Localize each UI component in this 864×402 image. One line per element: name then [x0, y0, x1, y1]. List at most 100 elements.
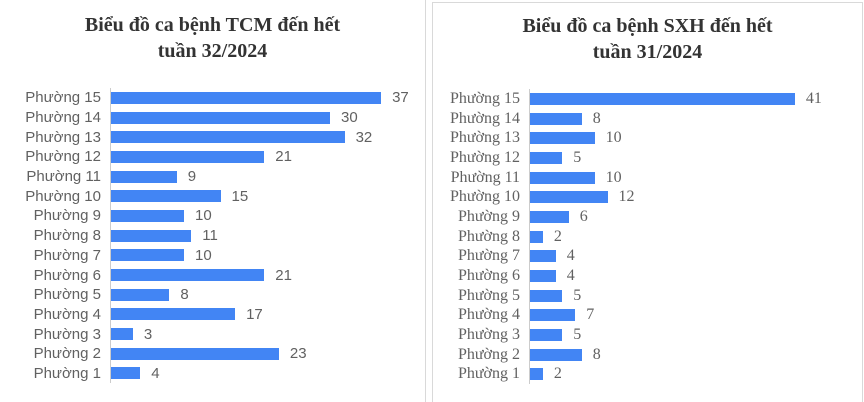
- category-label: Phường 15: [25, 89, 101, 107]
- chart-title-line1: Biểu đồ ca bệnh TCM đến hết: [84, 14, 341, 36]
- bar-row: Phường 14 30: [0, 107, 425, 128]
- bar-row: Phường 2 8: [433, 344, 862, 365]
- bar-row: Phường 12 21: [0, 147, 425, 167]
- value-label: 41: [805, 89, 822, 107]
- bar: [530, 191, 608, 204]
- bar: [530, 92, 795, 105]
- bar: [530, 289, 563, 302]
- value-label: 8: [592, 345, 601, 363]
- bar-row: Phường 8 2: [433, 226, 862, 247]
- category-label: Phường 12: [449, 148, 520, 166]
- value-label: 21: [275, 266, 292, 284]
- bar-row: Phường 12 5: [433, 148, 862, 168]
- bar: [111, 91, 382, 104]
- plot-area: 17: [110, 304, 425, 325]
- category-label: Phường 1: [457, 365, 520, 383]
- category-label: Phường 15: [449, 89, 520, 107]
- bar-row: Phường 14 8: [433, 108, 862, 129]
- value-label: 2: [553, 365, 562, 383]
- category-label: Phường 14: [25, 109, 101, 127]
- value-label: 6: [579, 207, 588, 225]
- value-label: 5: [573, 286, 582, 304]
- value-label: 4: [151, 364, 160, 382]
- plot-area: 15: [110, 186, 425, 207]
- bar: [111, 209, 184, 222]
- chart-title-line2: tuần 32/2024: [157, 40, 268, 62]
- category-label: Phường 6: [33, 266, 101, 284]
- plot-area: 2: [529, 364, 862, 385]
- category-label: Phường 13: [25, 128, 101, 146]
- value-label: 10: [605, 168, 622, 186]
- bar: [530, 329, 563, 342]
- plot-area: 10: [529, 128, 862, 149]
- bar: [530, 309, 576, 322]
- bar-row: Phường 5 8: [0, 284, 425, 305]
- category-label: Phường 9: [457, 207, 520, 225]
- plot-area: 5: [529, 325, 862, 345]
- bar: [530, 250, 556, 263]
- chart-title-line2: tuần 31/2024: [592, 41, 703, 63]
- plot-area: 11: [110, 225, 425, 246]
- category-label: Phường 1: [33, 364, 101, 382]
- chart-title: Biểu đồ ca bệnh TCM đến hết tuần 32/2024: [10, 12, 415, 64]
- bar: [111, 249, 184, 262]
- bar-row: Phường 1 4: [0, 363, 425, 384]
- bar-rows: Phường 15 37 Phường 14 30 Phường 13 32 Phường …: [0, 88, 425, 384]
- plot-area: 12: [529, 187, 862, 208]
- value-label: 5: [573, 326, 582, 344]
- plot-area: 5: [529, 285, 862, 306]
- value-label: 32: [355, 128, 373, 146]
- category-label: Phường 5: [33, 286, 101, 304]
- bar-row: Phường 6 21: [0, 265, 425, 285]
- category-label: Phường 8: [33, 227, 101, 245]
- bar: [111, 367, 141, 380]
- value-label: 17: [246, 305, 263, 323]
- plot-area: 30: [110, 107, 425, 128]
- plot-area: 21: [110, 147, 425, 167]
- value-label: 37: [392, 89, 409, 107]
- bar: [530, 112, 582, 125]
- value-label: 10: [195, 246, 212, 264]
- value-label: 8: [592, 109, 601, 127]
- plot-area: 10: [110, 206, 425, 226]
- bar: [111, 308, 236, 321]
- bar: [111, 150, 265, 163]
- plot-area: 7: [529, 305, 862, 326]
- bar-row: Phường 13 32: [0, 127, 425, 148]
- category-label: Phường 3: [33, 325, 101, 343]
- bar: [530, 270, 556, 283]
- bar-row: Phường 7 10: [0, 245, 425, 266]
- category-label: Phường 4: [33, 305, 101, 323]
- bar-row: Phường 1 2: [433, 364, 862, 385]
- value-label: 30: [341, 109, 358, 127]
- bar: [530, 132, 595, 145]
- category-label: Phường 3: [457, 326, 520, 344]
- value-label: 8: [180, 286, 189, 304]
- category-label: Phường 9: [33, 207, 101, 225]
- bar: [111, 170, 177, 183]
- bar-row: Phường 13 10: [433, 128, 862, 149]
- plot-area: 2: [529, 226, 862, 247]
- category-label: Phường 11: [26, 168, 101, 186]
- bar: [111, 229, 192, 242]
- plot-area: 4: [529, 246, 862, 267]
- plot-area: 8: [529, 108, 862, 129]
- plot-area: 3: [110, 324, 425, 344]
- sxh-chart-panel: Biểu đồ ca bệnh SXH đến hết tuần 31/2024…: [432, 2, 863, 402]
- bar: [530, 171, 595, 184]
- category-label: Phường 8: [457, 227, 520, 245]
- category-label: Phường 12: [25, 148, 101, 166]
- bar: [111, 131, 345, 144]
- bar: [530, 210, 569, 223]
- plot-area: 23: [110, 343, 425, 364]
- plot-area: 8: [529, 344, 862, 365]
- plot-area: 6: [529, 207, 862, 227]
- bar-row: Phường 4 17: [0, 304, 425, 325]
- category-label: Phường 10: [25, 187, 101, 205]
- bar: [111, 269, 265, 282]
- plot-area: 37: [110, 88, 425, 108]
- category-label: Phường 14: [449, 109, 520, 127]
- bar-row: Phường 4 7: [433, 305, 862, 326]
- value-label: 5: [573, 148, 582, 166]
